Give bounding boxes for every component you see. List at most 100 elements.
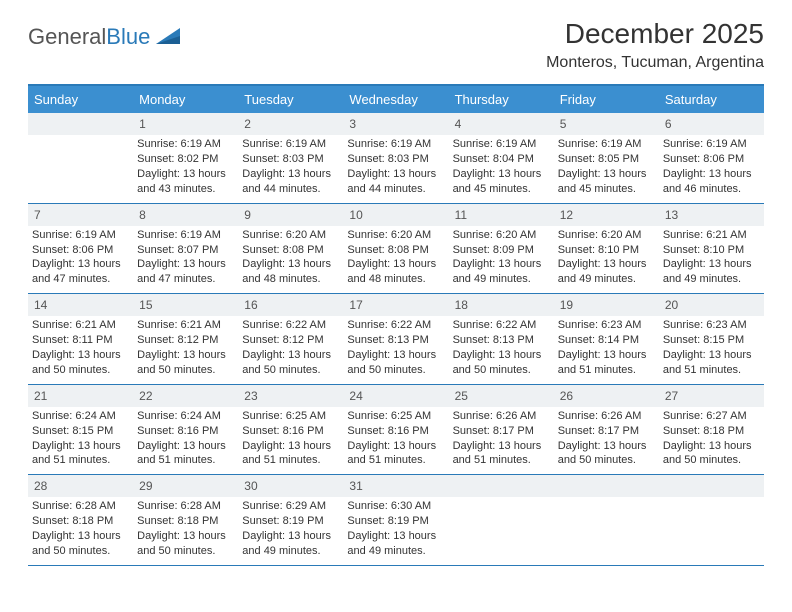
daylight-label: Daylight: 13 hours and 50 minutes. (32, 348, 129, 378)
date-number: 25 (449, 385, 554, 407)
dayheader-saturday: Saturday (659, 86, 764, 113)
day-body: Sunrise: 6:25 AMSunset: 8:16 PMDaylight:… (343, 407, 448, 474)
day-cell: 28Sunrise: 6:28 AMSunset: 8:18 PMDayligh… (28, 475, 133, 565)
day-cell (449, 475, 554, 565)
date-number: 15 (133, 294, 238, 316)
day-cell (28, 113, 133, 203)
sunset-label: Sunset: 8:10 PM (663, 243, 760, 258)
triangle-icon (156, 26, 182, 49)
week-row: 7Sunrise: 6:19 AMSunset: 8:06 PMDaylight… (28, 204, 764, 295)
day-cell: 14Sunrise: 6:21 AMSunset: 8:11 PMDayligh… (28, 294, 133, 384)
sunset-label: Sunset: 8:19 PM (242, 514, 339, 529)
dayheader-row: Sunday Monday Tuesday Wednesday Thursday… (28, 86, 764, 113)
sunrise-label: Sunrise: 6:23 AM (558, 318, 655, 333)
date-number: 2 (238, 113, 343, 135)
sunrise-label: Sunrise: 6:28 AM (137, 499, 234, 514)
day-body: Sunrise: 6:20 AMSunset: 8:10 PMDaylight:… (554, 226, 659, 293)
sunset-label: Sunset: 8:17 PM (558, 424, 655, 439)
day-cell (659, 475, 764, 565)
dayheader-friday: Friday (554, 86, 659, 113)
location-label: Monteros, Tucuman, Argentina (546, 54, 764, 72)
sunrise-label: Sunrise: 6:27 AM (663, 409, 760, 424)
daylight-label: Daylight: 13 hours and 51 minutes. (347, 439, 444, 469)
day-cell: 4Sunrise: 6:19 AMSunset: 8:04 PMDaylight… (449, 113, 554, 203)
daylight-label: Daylight: 13 hours and 44 minutes. (347, 167, 444, 197)
day-body: Sunrise: 6:19 AMSunset: 8:07 PMDaylight:… (133, 226, 238, 293)
sunset-label: Sunset: 8:18 PM (137, 514, 234, 529)
daylight-label: Daylight: 13 hours and 50 minutes. (558, 439, 655, 469)
daylight-label: Daylight: 13 hours and 49 minutes. (663, 257, 760, 287)
sunrise-label: Sunrise: 6:22 AM (347, 318, 444, 333)
weeks-container: 1Sunrise: 6:19 AMSunset: 8:02 PMDaylight… (28, 113, 764, 566)
sunset-label: Sunset: 8:13 PM (347, 333, 444, 348)
daylight-label: Daylight: 13 hours and 51 minutes. (32, 439, 129, 469)
date-number: 24 (343, 385, 448, 407)
day-cell: 31Sunrise: 6:30 AMSunset: 8:19 PMDayligh… (343, 475, 448, 565)
date-number: 19 (554, 294, 659, 316)
day-body: Sunrise: 6:19 AMSunset: 8:06 PMDaylight:… (659, 135, 764, 202)
date-number: 7 (28, 204, 133, 226)
daylight-label: Daylight: 13 hours and 51 minutes. (137, 439, 234, 469)
dayheader-monday: Monday (133, 86, 238, 113)
date-number: 30 (238, 475, 343, 497)
sunset-label: Sunset: 8:05 PM (558, 152, 655, 167)
sunrise-label: Sunrise: 6:19 AM (32, 228, 129, 243)
date-number: 6 (659, 113, 764, 135)
daylight-label: Daylight: 13 hours and 43 minutes. (137, 167, 234, 197)
sunrise-label: Sunrise: 6:20 AM (242, 228, 339, 243)
sunset-label: Sunset: 8:08 PM (347, 243, 444, 258)
sunset-label: Sunset: 8:19 PM (347, 514, 444, 529)
date-number: 18 (449, 294, 554, 316)
day-body: Sunrise: 6:29 AMSunset: 8:19 PMDaylight:… (238, 497, 343, 564)
day-cell: 12Sunrise: 6:20 AMSunset: 8:10 PMDayligh… (554, 204, 659, 294)
day-cell: 20Sunrise: 6:23 AMSunset: 8:15 PMDayligh… (659, 294, 764, 384)
sunset-label: Sunset: 8:11 PM (32, 333, 129, 348)
sunrise-label: Sunrise: 6:22 AM (453, 318, 550, 333)
day-cell: 21Sunrise: 6:24 AMSunset: 8:15 PMDayligh… (28, 385, 133, 475)
daylight-label: Daylight: 13 hours and 44 minutes. (242, 167, 339, 197)
day-body: Sunrise: 6:22 AMSunset: 8:12 PMDaylight:… (238, 316, 343, 383)
sunrise-label: Sunrise: 6:20 AM (347, 228, 444, 243)
title-block: December 2025 Monteros, Tucuman, Argenti… (546, 18, 764, 72)
day-body: Sunrise: 6:19 AMSunset: 8:05 PMDaylight:… (554, 135, 659, 202)
day-body: Sunrise: 6:21 AMSunset: 8:12 PMDaylight:… (133, 316, 238, 383)
daylight-label: Daylight: 13 hours and 51 minutes. (453, 439, 550, 469)
date-number: 11 (449, 204, 554, 226)
date-number: 10 (343, 204, 448, 226)
sunset-label: Sunset: 8:16 PM (242, 424, 339, 439)
date-number: 28 (28, 475, 133, 497)
day-body: Sunrise: 6:30 AMSunset: 8:19 PMDaylight:… (343, 497, 448, 564)
daylight-label: Daylight: 13 hours and 50 minutes. (242, 348, 339, 378)
daylight-label: Daylight: 13 hours and 48 minutes. (242, 257, 339, 287)
day-body: Sunrise: 6:27 AMSunset: 8:18 PMDaylight:… (659, 407, 764, 474)
day-body: Sunrise: 6:25 AMSunset: 8:16 PMDaylight:… (238, 407, 343, 474)
date-number (554, 475, 659, 497)
day-cell: 13Sunrise: 6:21 AMSunset: 8:10 PMDayligh… (659, 204, 764, 294)
dayheader-tuesday: Tuesday (238, 86, 343, 113)
day-cell: 27Sunrise: 6:27 AMSunset: 8:18 PMDayligh… (659, 385, 764, 475)
day-body: Sunrise: 6:19 AMSunset: 8:03 PMDaylight:… (238, 135, 343, 202)
day-body: Sunrise: 6:20 AMSunset: 8:08 PMDaylight:… (238, 226, 343, 293)
sunrise-label: Sunrise: 6:19 AM (137, 228, 234, 243)
daylight-label: Daylight: 13 hours and 49 minutes. (558, 257, 655, 287)
sunrise-label: Sunrise: 6:25 AM (242, 409, 339, 424)
daylight-label: Daylight: 13 hours and 47 minutes. (32, 257, 129, 287)
logo-word1: General (28, 24, 106, 49)
day-cell: 24Sunrise: 6:25 AMSunset: 8:16 PMDayligh… (343, 385, 448, 475)
date-number: 17 (343, 294, 448, 316)
date-number: 20 (659, 294, 764, 316)
sunset-label: Sunset: 8:13 PM (453, 333, 550, 348)
daylight-label: Daylight: 13 hours and 47 minutes. (137, 257, 234, 287)
daylight-label: Daylight: 13 hours and 46 minutes. (663, 167, 760, 197)
date-number: 13 (659, 204, 764, 226)
week-row: 21Sunrise: 6:24 AMSunset: 8:15 PMDayligh… (28, 385, 764, 476)
day-body: Sunrise: 6:26 AMSunset: 8:17 PMDaylight:… (449, 407, 554, 474)
date-number: 21 (28, 385, 133, 407)
sunset-label: Sunset: 8:15 PM (32, 424, 129, 439)
sunrise-label: Sunrise: 6:22 AM (242, 318, 339, 333)
day-body: Sunrise: 6:20 AMSunset: 8:08 PMDaylight:… (343, 226, 448, 293)
sunset-label: Sunset: 8:02 PM (137, 152, 234, 167)
sunrise-label: Sunrise: 6:24 AM (137, 409, 234, 424)
day-cell (554, 475, 659, 565)
date-number: 23 (238, 385, 343, 407)
